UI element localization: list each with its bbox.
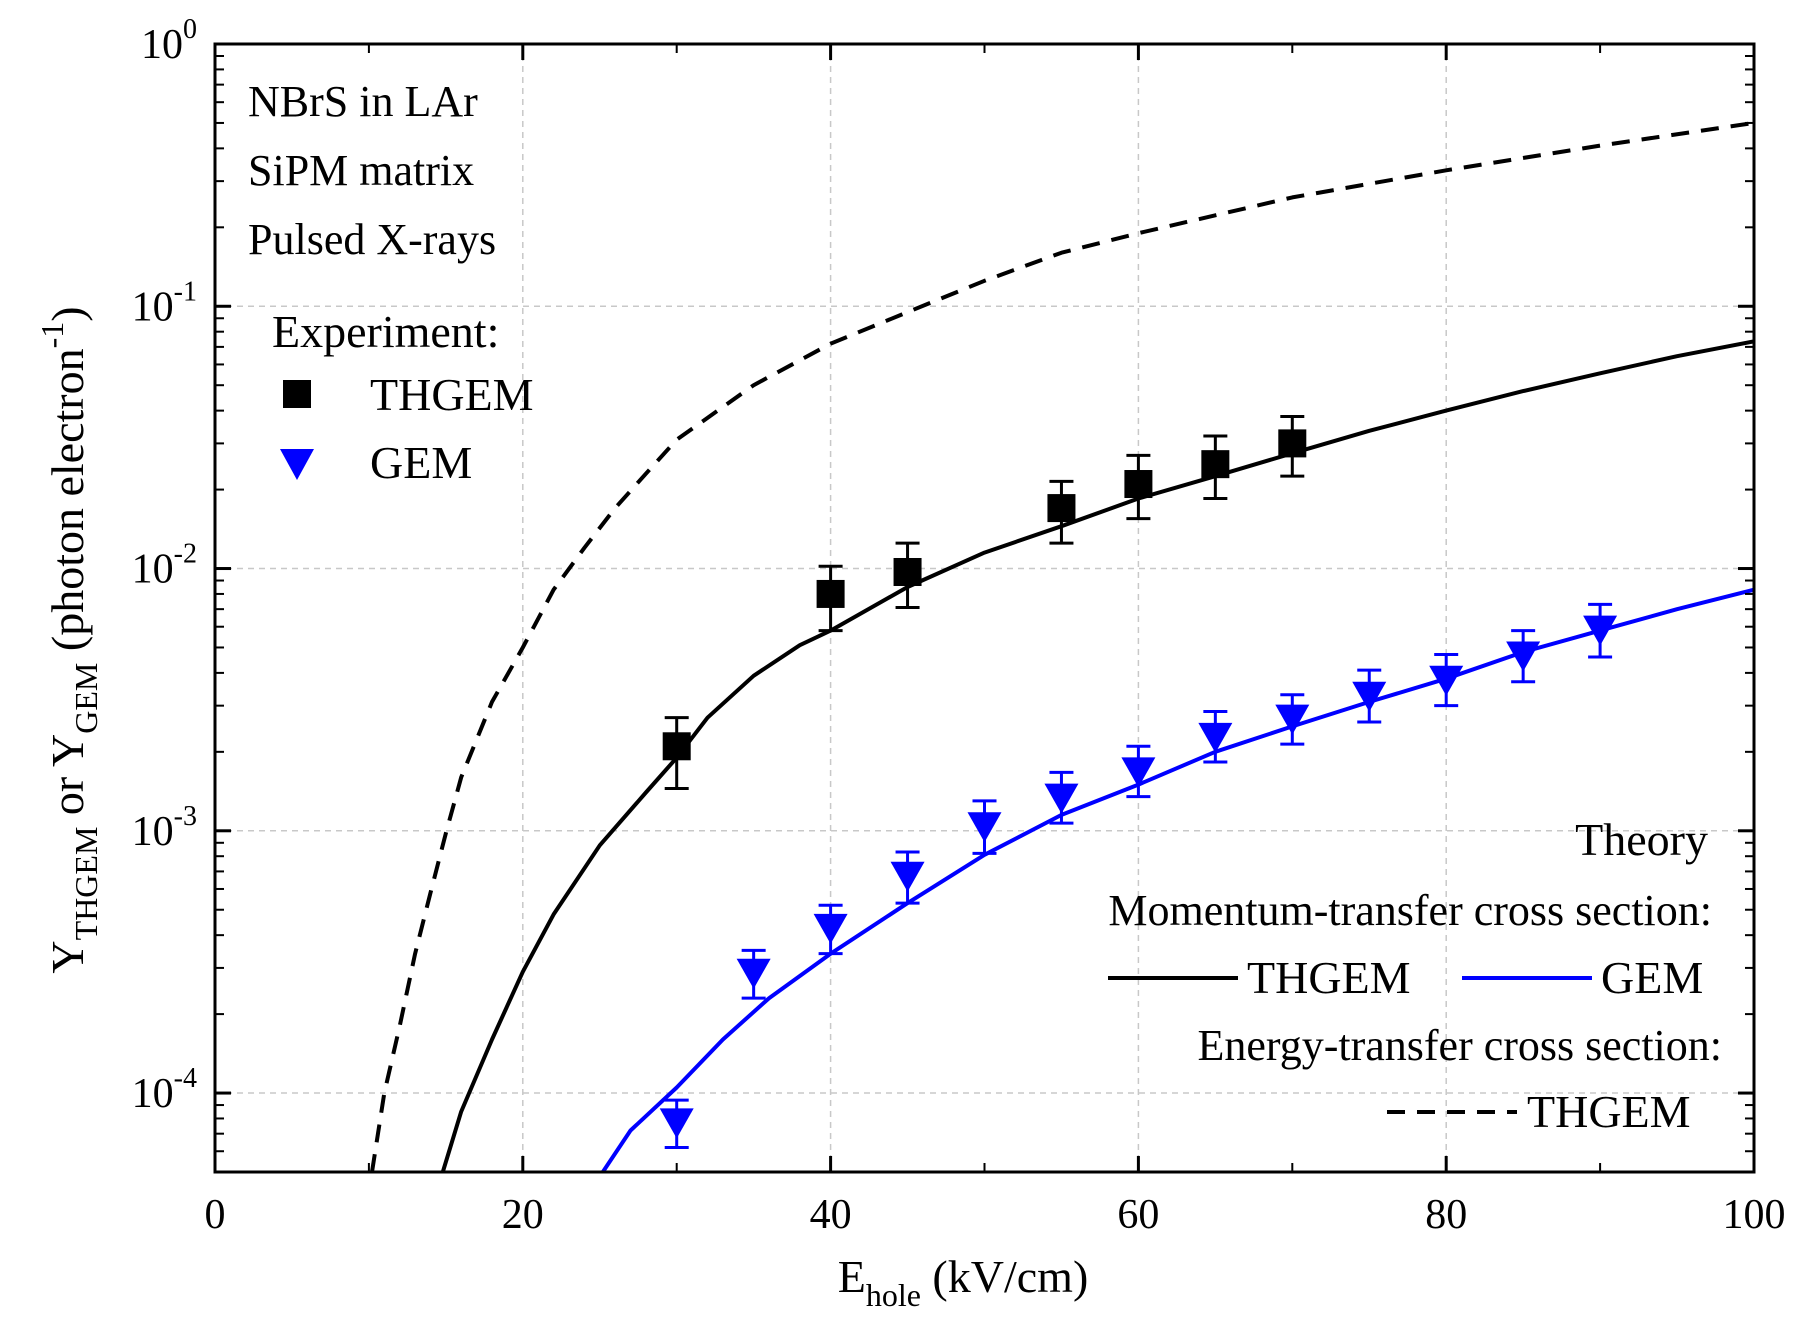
x-tick-label: 0 bbox=[205, 1192, 226, 1238]
legend-triangle-marker bbox=[280, 449, 314, 480]
annotation-sipm: SiPM matrix bbox=[248, 146, 474, 195]
annotation-nbrs: NBrS in LAr bbox=[248, 77, 478, 126]
experiment-legend: Experiment: THGEM GEM bbox=[272, 306, 534, 488]
gem-experiment-point bbox=[891, 862, 925, 892]
gem-experiment-point bbox=[1121, 757, 1155, 787]
energy-transfer-title: Energy-transfer cross section: bbox=[1197, 1021, 1722, 1070]
plot-series bbox=[372, 123, 1754, 1172]
thgem-experiment-point bbox=[1201, 450, 1229, 478]
y-tick-label: 10-4 bbox=[132, 1063, 197, 1117]
axis-ticks bbox=[215, 44, 1754, 1172]
x-tick-label: 80 bbox=[1425, 1192, 1467, 1238]
gem-experiment-point bbox=[1583, 616, 1617, 646]
legend-label-thgem-exp: THGEM bbox=[370, 369, 534, 420]
thgem-experiment-point bbox=[1278, 429, 1306, 457]
x-axis-title: Ehole (kV/cm) bbox=[838, 1251, 1089, 1313]
gem-experiment-point bbox=[814, 914, 848, 944]
theory-legend-title: Theory bbox=[1575, 814, 1708, 865]
thgem-experiment-point bbox=[1124, 470, 1152, 498]
gem-experiment-point bbox=[737, 959, 771, 989]
legend-square-marker bbox=[283, 380, 311, 408]
legend-label-gem-momentum: GEM bbox=[1601, 952, 1703, 1003]
y-tick-label: 100 bbox=[141, 14, 197, 68]
momentum-transfer-title: Momentum-transfer cross section: bbox=[1108, 886, 1712, 935]
theory-legend: Theory Momentum-transfer cross section: … bbox=[1108, 814, 1722, 1137]
legend-label-thgem-energy: THGEM bbox=[1527, 1086, 1691, 1137]
thgem-experiment-point bbox=[663, 732, 691, 760]
series-line-theory-momentum-transfer-gem bbox=[603, 590, 1754, 1172]
grid-lines bbox=[215, 44, 1754, 1172]
y-axis-title: YTHGEM or YGEM (photon electron-1) bbox=[34, 306, 104, 973]
legend-label-gem-exp: GEM bbox=[370, 437, 472, 488]
y-tick-label: 10-1 bbox=[132, 276, 197, 330]
thgem-experiment-point bbox=[894, 558, 922, 586]
plot-frame bbox=[215, 44, 1754, 1172]
legend-label-thgem-momentum: THGEM bbox=[1247, 952, 1411, 1003]
y-tick-label: 10-3 bbox=[132, 801, 197, 855]
thgem-experiment-point bbox=[817, 580, 845, 608]
annotation-xrays: Pulsed X-rays bbox=[248, 215, 496, 264]
y-tick-label: 10-2 bbox=[132, 539, 197, 593]
x-tick-label: 20 bbox=[502, 1192, 544, 1238]
x-tick-label: 60 bbox=[1117, 1192, 1159, 1238]
gem-experiment-point bbox=[968, 812, 1002, 842]
thgem-experiment-point bbox=[1047, 494, 1075, 522]
experiment-legend-title: Experiment: bbox=[272, 306, 499, 357]
chart: 0 20 40 60 80 100 100 10-1 10-2 10-3 10-4 Ehole (k… bbox=[0, 0, 1793, 1331]
x-tick-label: 40 bbox=[810, 1192, 852, 1238]
x-tick-label: 100 bbox=[1723, 1192, 1786, 1238]
gem-experiment-point bbox=[660, 1108, 694, 1138]
